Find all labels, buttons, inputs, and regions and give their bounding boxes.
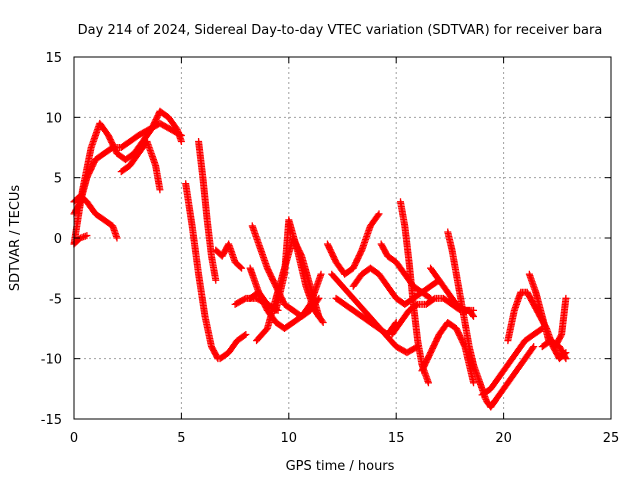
series-arc-17 [332, 294, 400, 339]
x-tick-label: 10 [281, 431, 298, 446]
data-point [236, 263, 244, 271]
series-arc-6 [182, 180, 222, 363]
series-arc-14 [231, 294, 282, 314]
data-point [176, 131, 184, 139]
x-tick-label: 15 [388, 431, 405, 446]
series-arc-29 [538, 337, 570, 363]
series-arc-26 [487, 343, 538, 411]
data-point [529, 344, 537, 352]
y-tick-label: 15 [45, 51, 62, 66]
data-point [562, 294, 570, 302]
data-point [317, 270, 325, 278]
data-point [375, 210, 383, 218]
data-point [318, 317, 326, 325]
data-point [374, 211, 382, 219]
data-point [424, 379, 432, 387]
data-point [177, 131, 185, 139]
series-arc-5 [117, 137, 164, 194]
data-point [177, 137, 185, 145]
x-tick-label: 25 [603, 431, 620, 446]
series-arc-7 [195, 137, 220, 284]
series-arc-3 [70, 192, 121, 242]
x-tick-label: 5 [177, 431, 185, 446]
data-point [530, 343, 538, 351]
grid [74, 57, 611, 419]
data-point [212, 276, 220, 284]
data-point [113, 234, 121, 242]
series-arc-9 [216, 331, 250, 363]
data-point [156, 186, 164, 194]
data-point [238, 264, 246, 272]
y-tick-label: -10 [41, 353, 62, 368]
y-tick-label: 5 [54, 172, 62, 187]
data-point [470, 379, 478, 387]
data-point [319, 318, 327, 326]
data-point [273, 306, 281, 314]
data-point [469, 311, 477, 319]
y-tick-label: -5 [49, 292, 62, 307]
series-arc-8 [212, 240, 246, 272]
x-tick-label: 0 [70, 431, 78, 446]
data-point [470, 312, 478, 320]
series-arc-15 [323, 210, 383, 278]
y-tick-label: 0 [54, 232, 62, 247]
y-tick-label: -15 [41, 413, 62, 428]
axis-ticks [73, 56, 612, 420]
data-point [561, 353, 569, 361]
y-axis-label: SDTVAR / TECUs [8, 185, 23, 292]
data-point [83, 232, 91, 240]
data-series [70, 107, 570, 411]
x-tick-label: 20 [495, 431, 512, 446]
data-point [274, 306, 282, 314]
tick-labels: 0 5 10 15 20 25 -15 -10 -5 0 5 10 15 [41, 51, 620, 446]
chart-title: Day 214 of 2024, Sidereal Day-to-day VTE… [78, 23, 603, 38]
x-axis-label: GPS time / hours [286, 459, 395, 474]
data-point [242, 331, 250, 339]
data-point [562, 355, 570, 363]
data-point [241, 331, 249, 339]
y-tick-label: 10 [45, 111, 62, 126]
data-point [470, 306, 478, 314]
